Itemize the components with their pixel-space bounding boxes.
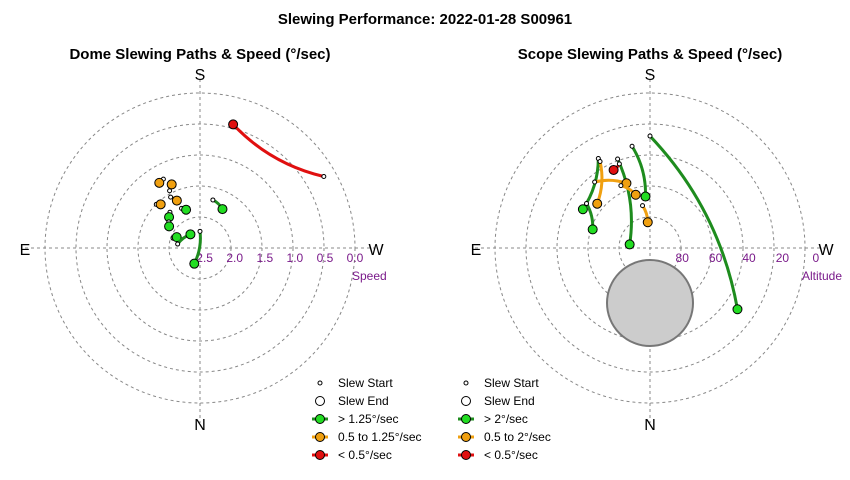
- scope-radial-ticks: 80 60 40 20 0: [676, 251, 820, 265]
- slew-start-marker: [168, 194, 174, 200]
- legend-label: > 1.25°/sec: [338, 412, 399, 426]
- slew-end-marker: [624, 239, 635, 250]
- dome-panel-title: Dome Slewing Paths & Speed (°/sec): [69, 46, 330, 63]
- slew-start-marker: [321, 174, 327, 180]
- radial-tick-label: 40: [742, 251, 756, 265]
- radial-tick-label: 20: [776, 251, 790, 265]
- dome-panel: Dome Slewing Paths & Speed (°/sec) S N E…: [20, 46, 422, 462]
- slew-end-marker: [640, 191, 651, 202]
- radial-tick-label: 0.5: [317, 251, 334, 265]
- slew-start-marker: [167, 188, 173, 194]
- slew-end-marker: [217, 204, 228, 215]
- scope-slews: [577, 133, 743, 315]
- dome-shadow-disc: [606, 259, 694, 347]
- dome-radial-label: Speed: [352, 269, 387, 283]
- slew-end-marker: [164, 221, 175, 232]
- radial-tick-label: 2.0: [226, 251, 243, 265]
- legend-label: < 0.5°/sec: [338, 448, 392, 462]
- legend-label: Slew Start: [338, 376, 393, 390]
- dome-dir-top: S: [195, 67, 206, 84]
- slew-start-marker: [584, 201, 590, 207]
- slew-start-marker: [592, 179, 598, 185]
- scope-dir-right: W: [818, 242, 834, 259]
- slew-path: [232, 123, 325, 178]
- slew-end-marker: [228, 119, 239, 130]
- legend-label: Slew End: [338, 394, 389, 408]
- dome-dir-bottom: N: [194, 417, 206, 434]
- scope-radial-label: Altitude: [802, 269, 842, 283]
- slew-end-marker: [732, 304, 743, 315]
- legend-end-symbol: [461, 396, 471, 406]
- slew-start-marker: [210, 197, 216, 203]
- slew-start-marker: [616, 161, 622, 167]
- dome-slews: [153, 119, 327, 269]
- legend-label: > 2°/sec: [484, 412, 528, 426]
- slew-start-marker: [647, 133, 653, 139]
- scope-panel: Scope Slewing Paths & Speed (°/sec) S N …: [458, 46, 842, 462]
- chart-title: Slewing Performance: 2022-01-28 S00961: [278, 11, 572, 28]
- scope-dome-shadow: [606, 259, 694, 347]
- slew-start-marker: [618, 183, 624, 189]
- legend-start-symbol: [463, 380, 469, 386]
- slew-end-marker: [577, 204, 588, 215]
- slew-end-marker: [592, 198, 603, 209]
- dome-radial-ticks: 2.5 2.0 1.5 1.0 0.5 0.0: [196, 251, 363, 265]
- slew-path: [616, 158, 633, 245]
- legend-label: 0.5 to 1.25°/sec: [338, 430, 422, 444]
- scope-panel-title: Scope Slewing Paths & Speed (°/sec): [518, 46, 782, 63]
- legend-marker-symbol: [461, 432, 471, 442]
- legend-marker-symbol: [461, 414, 471, 424]
- radial-tick-label: 0.0: [347, 251, 364, 265]
- slew-path: [648, 135, 739, 310]
- slew-end-marker: [155, 199, 166, 210]
- dome-dir-left: E: [20, 242, 31, 259]
- slew-end-marker: [171, 232, 182, 243]
- legend-label: Slew Start: [484, 376, 539, 390]
- legend-marker-symbol: [461, 450, 471, 460]
- scope-dir-bottom: N: [644, 417, 656, 434]
- grid-ring-3: [106, 154, 294, 342]
- radial-tick-label: 60: [709, 251, 723, 265]
- radial-tick-label: 80: [676, 251, 690, 265]
- scope-dir-left: E: [471, 242, 482, 259]
- slew-start-marker: [640, 203, 646, 209]
- slew-start-marker: [175, 241, 181, 247]
- slew-start-marker: [629, 143, 635, 149]
- slew-start-marker: [197, 228, 203, 234]
- slew-start-marker: [615, 156, 621, 162]
- radial-tick-label: 1.5: [256, 251, 273, 265]
- scope-legend: Slew Start Slew End > 2°/sec 0.5 to 2°/sec <…: [458, 376, 551, 462]
- slew-end-marker: [587, 224, 598, 235]
- scope-polar-grid: [475, 73, 825, 423]
- legend-label: Slew End: [484, 394, 535, 408]
- slew-path: [630, 145, 647, 197]
- scope-dir-top: S: [645, 67, 656, 84]
- legend-marker-symbol: [315, 414, 325, 424]
- legend-end-symbol: [315, 396, 325, 406]
- radial-tick-label: 1.0: [287, 251, 304, 265]
- slew-end-marker: [171, 195, 182, 206]
- dome-legend: Slew Start Slew End > 1.25°/sec 0.5 to 1.25…: [312, 376, 422, 462]
- slew-start-marker: [597, 158, 603, 164]
- slew-end-marker: [185, 229, 196, 240]
- radial-tick-label: 0: [813, 251, 820, 265]
- radial-tick-label: 2.5: [196, 251, 213, 265]
- slew-end-marker: [154, 177, 165, 188]
- slew-end-marker: [608, 164, 619, 175]
- legend-label: 0.5 to 2°/sec: [484, 430, 551, 444]
- legend-label: < 0.5°/sec: [484, 448, 538, 462]
- slew-end-marker: [642, 217, 653, 228]
- slew-end-marker: [181, 204, 192, 215]
- slew-end-marker: [630, 189, 641, 200]
- dome-dir-right: W: [368, 242, 384, 259]
- legend-marker-symbol: [315, 432, 325, 442]
- slew-end-marker: [166, 179, 177, 190]
- legend-marker-symbol: [315, 450, 325, 460]
- slew-end-marker: [189, 258, 200, 269]
- legend-start-symbol: [317, 380, 323, 386]
